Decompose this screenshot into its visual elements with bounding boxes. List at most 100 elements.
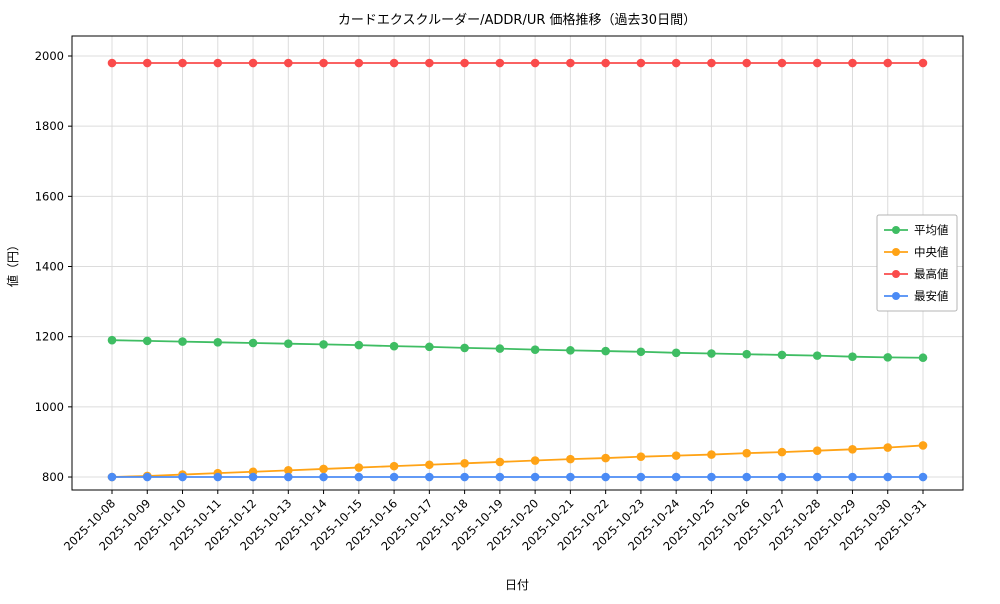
data-point	[707, 472, 716, 482]
y-tick-label: 1400	[35, 260, 64, 274]
data-point	[460, 472, 469, 482]
data-point	[848, 472, 857, 482]
data-point	[601, 472, 610, 482]
data-point	[812, 351, 822, 360]
data-point	[566, 58, 575, 68]
data-point	[671, 348, 681, 358]
chart-plot-group: 8001000120014001600180020002025-10-08202…	[35, 35, 964, 553]
data-point	[107, 472, 117, 482]
data-point	[319, 58, 328, 68]
data-point	[354, 472, 364, 482]
data-point	[742, 448, 751, 458]
data-point	[883, 58, 893, 68]
data-point	[636, 347, 646, 357]
data-point	[213, 472, 223, 482]
data-point	[671, 472, 681, 482]
data-point	[389, 58, 399, 68]
data-point	[848, 58, 857, 68]
data-point	[284, 472, 293, 482]
legend-marker	[892, 292, 900, 300]
legend-marker	[892, 270, 900, 278]
data-point	[777, 472, 787, 482]
data-point	[601, 453, 610, 463]
data-point	[178, 58, 187, 68]
data-point	[389, 472, 399, 482]
data-point	[636, 472, 646, 482]
series-line-中央値	[111, 444, 924, 478]
data-point	[812, 446, 822, 456]
data-point	[671, 451, 681, 460]
y-axis-label: 値（円）	[5, 239, 20, 287]
data-point	[530, 472, 540, 482]
data-point	[460, 459, 469, 468]
data-point	[142, 336, 152, 346]
data-point	[248, 472, 258, 482]
legend-label: 最高値	[914, 267, 949, 281]
data-point	[848, 352, 857, 361]
data-point	[742, 58, 751, 68]
data-point	[707, 58, 716, 68]
data-point	[389, 461, 399, 471]
data-point	[284, 58, 293, 68]
legend-label: 平均値	[914, 223, 949, 237]
data-point	[883, 353, 893, 362]
data-point	[495, 472, 505, 482]
data-point	[354, 340, 364, 350]
data-point	[142, 472, 152, 482]
y-tick-label: 2000	[35, 49, 64, 63]
data-point	[777, 58, 787, 68]
data-point	[707, 450, 716, 459]
data-point	[812, 58, 822, 68]
y-tick-label: 1800	[35, 119, 64, 133]
y-tick-label: 1600	[35, 189, 64, 203]
axes-frame	[71, 35, 964, 491]
data-point	[460, 343, 469, 353]
data-point	[530, 345, 540, 354]
data-point	[918, 441, 928, 450]
data-point	[918, 472, 928, 482]
series-line-平均値	[111, 339, 924, 359]
data-point	[566, 346, 575, 355]
data-point	[883, 472, 893, 482]
data-point	[671, 58, 681, 68]
data-point	[812, 472, 822, 482]
data-point	[107, 335, 117, 345]
data-point	[319, 340, 328, 349]
data-point	[777, 350, 787, 360]
data-point	[178, 337, 187, 346]
x-axis-label: 日付	[505, 578, 529, 592]
legend-label: 最安値	[914, 289, 949, 303]
data-point	[495, 457, 505, 467]
y-tick-label: 800	[42, 470, 64, 484]
data-point	[636, 58, 646, 68]
data-point	[918, 353, 928, 363]
legend-marker	[892, 248, 900, 256]
data-point	[601, 58, 610, 68]
data-point	[636, 452, 646, 461]
data-point	[530, 58, 540, 68]
legend-label: 中央値	[914, 245, 949, 259]
data-point	[460, 58, 469, 68]
data-point	[566, 454, 575, 464]
data-point	[601, 346, 610, 356]
data-point	[883, 443, 893, 452]
data-point	[213, 58, 223, 68]
data-point	[918, 58, 928, 68]
legend	[876, 214, 958, 312]
data-point	[707, 349, 716, 358]
data-point	[142, 58, 152, 68]
data-point	[530, 456, 540, 465]
data-point	[425, 342, 434, 352]
data-point	[848, 445, 857, 454]
data-point	[319, 464, 328, 474]
data-point	[284, 466, 293, 475]
y-tick-label: 1000	[35, 400, 64, 414]
y-tick-label: 1200	[35, 330, 64, 344]
data-point	[425, 460, 434, 470]
data-point	[107, 58, 117, 68]
data-point	[566, 472, 575, 482]
legend-marker	[892, 226, 900, 234]
data-point	[248, 58, 258, 68]
